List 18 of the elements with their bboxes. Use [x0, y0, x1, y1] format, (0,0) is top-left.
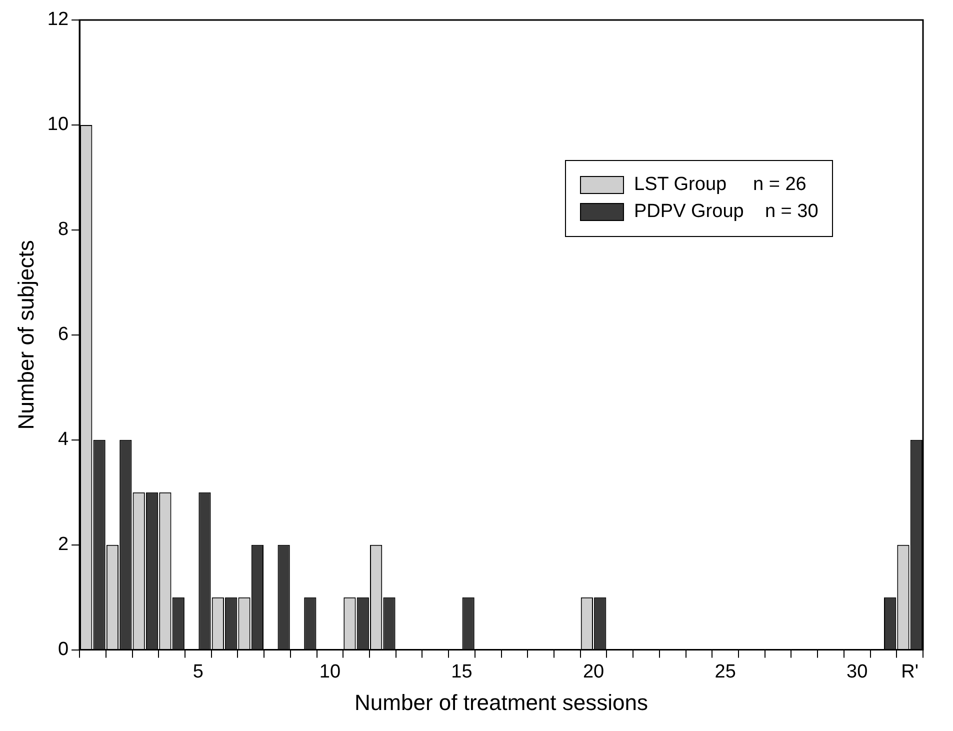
y-tick-label: 0	[58, 639, 69, 660]
x-axis-title: Number of treatment sessions	[354, 690, 648, 715]
x-tick-label: R'	[901, 661, 918, 682]
x-tick-label: 30	[846, 661, 868, 682]
x-tick-label: 20	[582, 661, 604, 682]
y-tick-label: 12	[47, 9, 69, 30]
legend-label: LST Group n = 26	[634, 174, 806, 196]
y-tick-label: 2	[58, 534, 69, 556]
x-tick-label: 25	[714, 661, 736, 682]
y-tick-label: 4	[58, 429, 69, 450]
y-tick-label: 6	[58, 324, 69, 346]
y-tick-label: 10	[47, 114, 69, 136]
x-tick-label: 5	[192, 661, 204, 682]
x-tick-label: 15	[451, 661, 472, 682]
x-tick-label: 10	[319, 661, 341, 682]
legend-label: PDPV Group n = 30	[634, 201, 818, 223]
y-axis-title: Number of subjects	[13, 240, 38, 430]
y-tick-label: 8	[58, 219, 69, 240]
